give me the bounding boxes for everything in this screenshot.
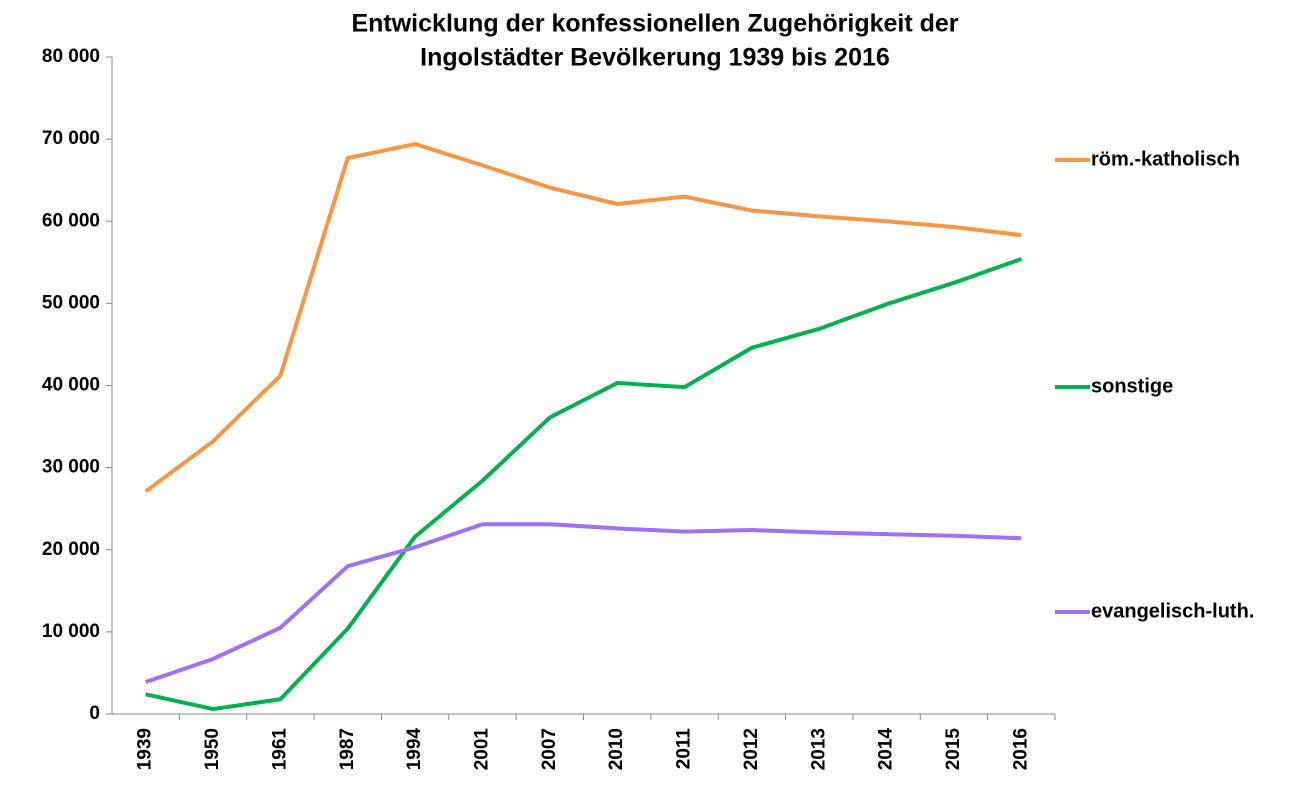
y-tick-label: 20 000 — [42, 539, 100, 560]
x-tick-label: 2013 — [808, 728, 829, 770]
x-tick-label: 1939 — [135, 728, 156, 770]
x-tick-label: 2011 — [674, 728, 695, 770]
x-tick-label: 2016 — [1010, 728, 1031, 770]
series-line — [145, 257, 1022, 712]
legend-label: sonstige — [1091, 375, 1173, 397]
y-tick-label: 30 000 — [42, 457, 100, 478]
chart-title: Ingolstädter Bevölkerung 1939 bis 2016 — [420, 44, 890, 72]
y-tick-label: 70 000 — [42, 128, 100, 149]
x-tick-label: 2014 — [876, 728, 897, 771]
x-tick-label: 2015 — [943, 728, 964, 771]
series-line — [144, 142, 1022, 494]
y-tick-label: 40 000 — [42, 375, 100, 396]
legend-label: evangelisch-luth. — [1091, 600, 1254, 622]
y-tick-label: 50 000 — [42, 292, 100, 313]
x-tick-label: 1994 — [404, 728, 425, 771]
x-tick-label: 1987 — [337, 728, 358, 770]
y-tick-label: 10 000 — [42, 621, 100, 642]
x-tick-label: 2001 — [471, 728, 492, 771]
x-tick-label: 2010 — [606, 728, 627, 770]
x-tick-label: 2012 — [741, 728, 762, 770]
y-tick-label: 60 000 — [42, 210, 100, 231]
y-tick-label: 80 000 — [42, 46, 100, 67]
x-tick-label: 1950 — [202, 728, 223, 770]
x-tick-label: 2007 — [539, 728, 560, 770]
series-line — [145, 522, 1022, 684]
y-tick-label: 0 — [89, 703, 100, 724]
chart-title: Entwicklung der konfessionellen Zugehöri… — [351, 10, 958, 38]
legend-label: röm.-katholisch — [1091, 148, 1240, 170]
x-tick-label: 1961 — [269, 728, 290, 771]
